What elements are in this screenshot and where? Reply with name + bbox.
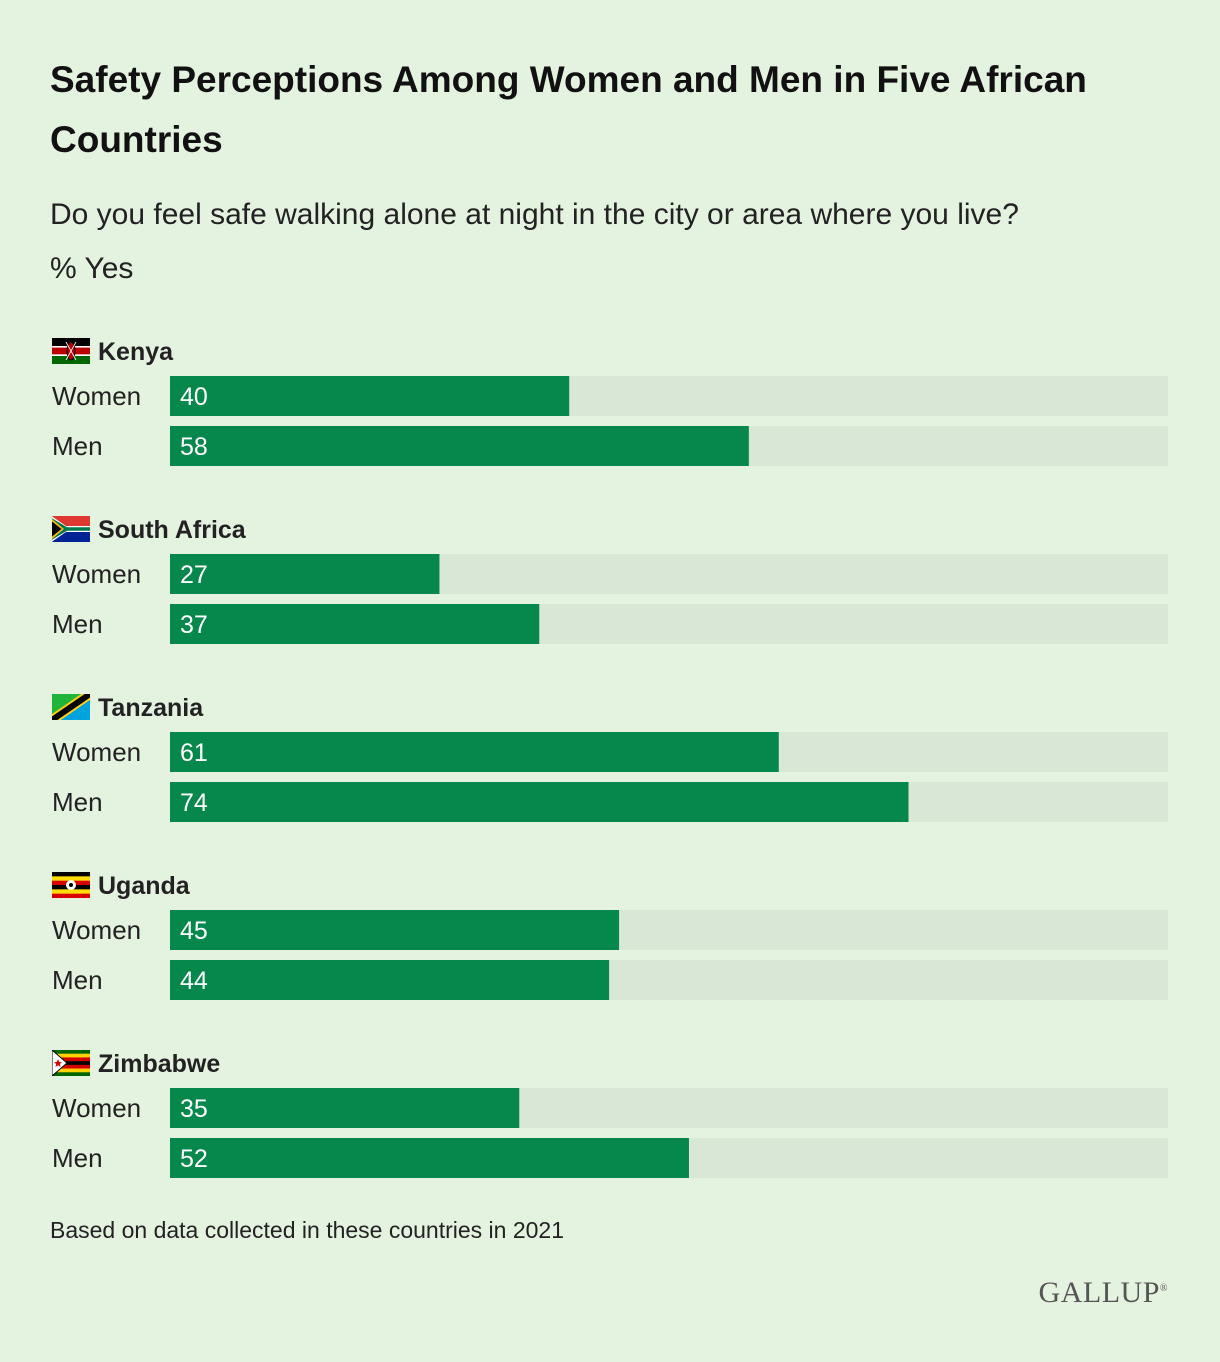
country-label: Kenya: [98, 338, 174, 366]
row-label: Men: [52, 965, 103, 995]
bar: [170, 782, 909, 822]
gallup-logo: GALLUP®: [1039, 1276, 1168, 1310]
zimbabwe-flag-icon: [52, 1050, 90, 1076]
country-label: Tanzania: [98, 694, 204, 722]
value-label: 27: [180, 561, 208, 589]
bar: [170, 554, 440, 594]
brand-name: GALLUP: [1038, 1276, 1160, 1309]
country-label: South Africa: [98, 516, 247, 544]
bar: [170, 960, 610, 1000]
bar: [170, 1138, 689, 1178]
value-label: 40: [180, 383, 208, 411]
country-group: South Africa Women 27 Men 37: [52, 516, 1168, 644]
value-label: 35: [180, 1095, 208, 1123]
bar: [170, 732, 779, 772]
row-label: Men: [52, 431, 103, 461]
survey-question: Do you feel safe walking alone at night …: [50, 198, 1019, 231]
bar: [170, 604, 540, 644]
unit-label: % Yes: [50, 252, 134, 285]
row-label: Men: [52, 1143, 103, 1173]
chart-title: Safety Perceptions Among Women and Men i…: [50, 59, 1087, 160]
bar: [170, 426, 749, 466]
row-label: Men: [52, 787, 103, 817]
country-label: Uganda: [98, 872, 191, 900]
value-label: 61: [180, 739, 208, 767]
value-label: 44: [180, 967, 208, 995]
brand-mark: ®: [1159, 1283, 1168, 1294]
value-label: 37: [180, 611, 208, 639]
row-label: Women: [52, 381, 141, 411]
country-group: Uganda Women 45 Men 44: [52, 872, 1168, 1000]
value-label: 52: [180, 1145, 208, 1173]
uganda-flag-icon: [52, 872, 90, 898]
row-label: Women: [52, 737, 141, 767]
tanzania-flag-icon: [52, 694, 90, 720]
country-group: Tanzania Women 61 Men 74: [52, 694, 1168, 822]
row-label: Women: [52, 915, 141, 945]
row-label: Women: [52, 1093, 141, 1123]
south-africa-flag-icon: [52, 516, 90, 542]
value-label: 45: [180, 917, 208, 945]
bar: [170, 1088, 520, 1128]
value-label: 74: [180, 789, 208, 817]
bar: [170, 910, 620, 950]
kenya-flag-icon: [52, 338, 90, 364]
row-label: Men: [52, 609, 103, 639]
country-label: Zimbabwe: [98, 1050, 220, 1078]
country-group: Zimbabwe Women 35 Men 52: [52, 1050, 1168, 1178]
country-group: Kenya Women 40 Men 58: [52, 338, 1168, 466]
footnote: Based on data collected in these countri…: [50, 1217, 565, 1243]
value-label: 58: [180, 433, 208, 461]
bar: [170, 376, 570, 416]
row-label: Women: [52, 559, 141, 589]
